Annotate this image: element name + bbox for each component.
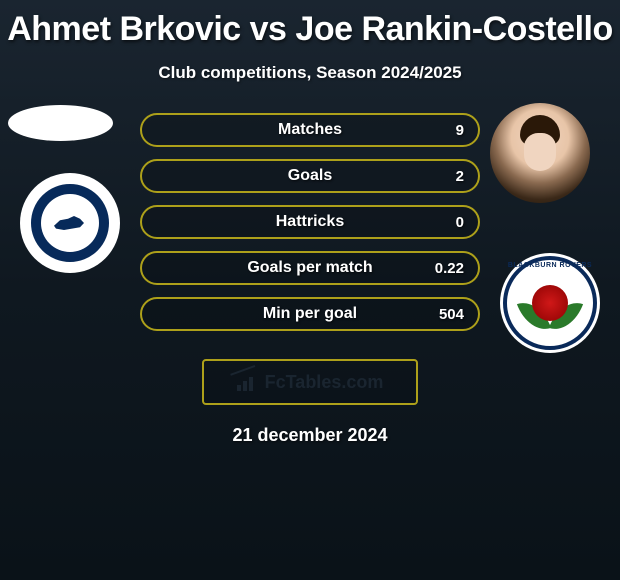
stat-row-goals-per-match: Goals per match 0.22 [140, 251, 480, 285]
bar-chart-icon [237, 373, 259, 391]
player-left-avatar [8, 105, 113, 141]
rose-icon [532, 285, 568, 321]
stat-row-hattricks: Hattricks 0 [140, 205, 480, 239]
stat-value-right: 9 [456, 122, 464, 139]
club-left-badge-inner [31, 184, 109, 262]
stat-value-right: 0.22 [435, 260, 464, 277]
brand-text: FcTables.com [265, 372, 384, 393]
stat-label: Hattricks [276, 213, 344, 231]
stat-label: Min per goal [263, 305, 357, 323]
lion-icon [50, 209, 90, 237]
stat-label: Goals per match [247, 259, 372, 277]
club-left-badge [20, 173, 120, 273]
stat-label: Goals [288, 167, 332, 185]
page-title: Ahmet Brkovic vs Joe Rankin-Costello [0, 0, 620, 49]
stat-rows: Matches 9 Goals 2 Hattricks 0 Goals per … [140, 113, 480, 343]
stat-value-right: 0 [456, 214, 464, 231]
stat-row-matches: Matches 9 [140, 113, 480, 147]
stat-row-goals: Goals 2 [140, 159, 480, 193]
date-text: 21 december 2024 [0, 425, 620, 446]
stat-label: Matches [278, 121, 342, 139]
club-right-text: BLACKBURN ROVERS [508, 262, 592, 269]
brand-box: FcTables.com [202, 359, 418, 405]
player-right-avatar [490, 103, 590, 203]
stat-row-min-per-goal: Min per goal 504 [140, 297, 480, 331]
stats-area: BLACKBURN ROVERS Matches 9 Goals 2 Hattr… [0, 113, 620, 353]
subtitle: Club competitions, Season 2024/2025 [0, 63, 620, 83]
stat-value-right: 504 [439, 306, 464, 323]
stat-value-right: 2 [456, 168, 464, 185]
club-right-badge: BLACKBURN ROVERS [500, 253, 600, 353]
